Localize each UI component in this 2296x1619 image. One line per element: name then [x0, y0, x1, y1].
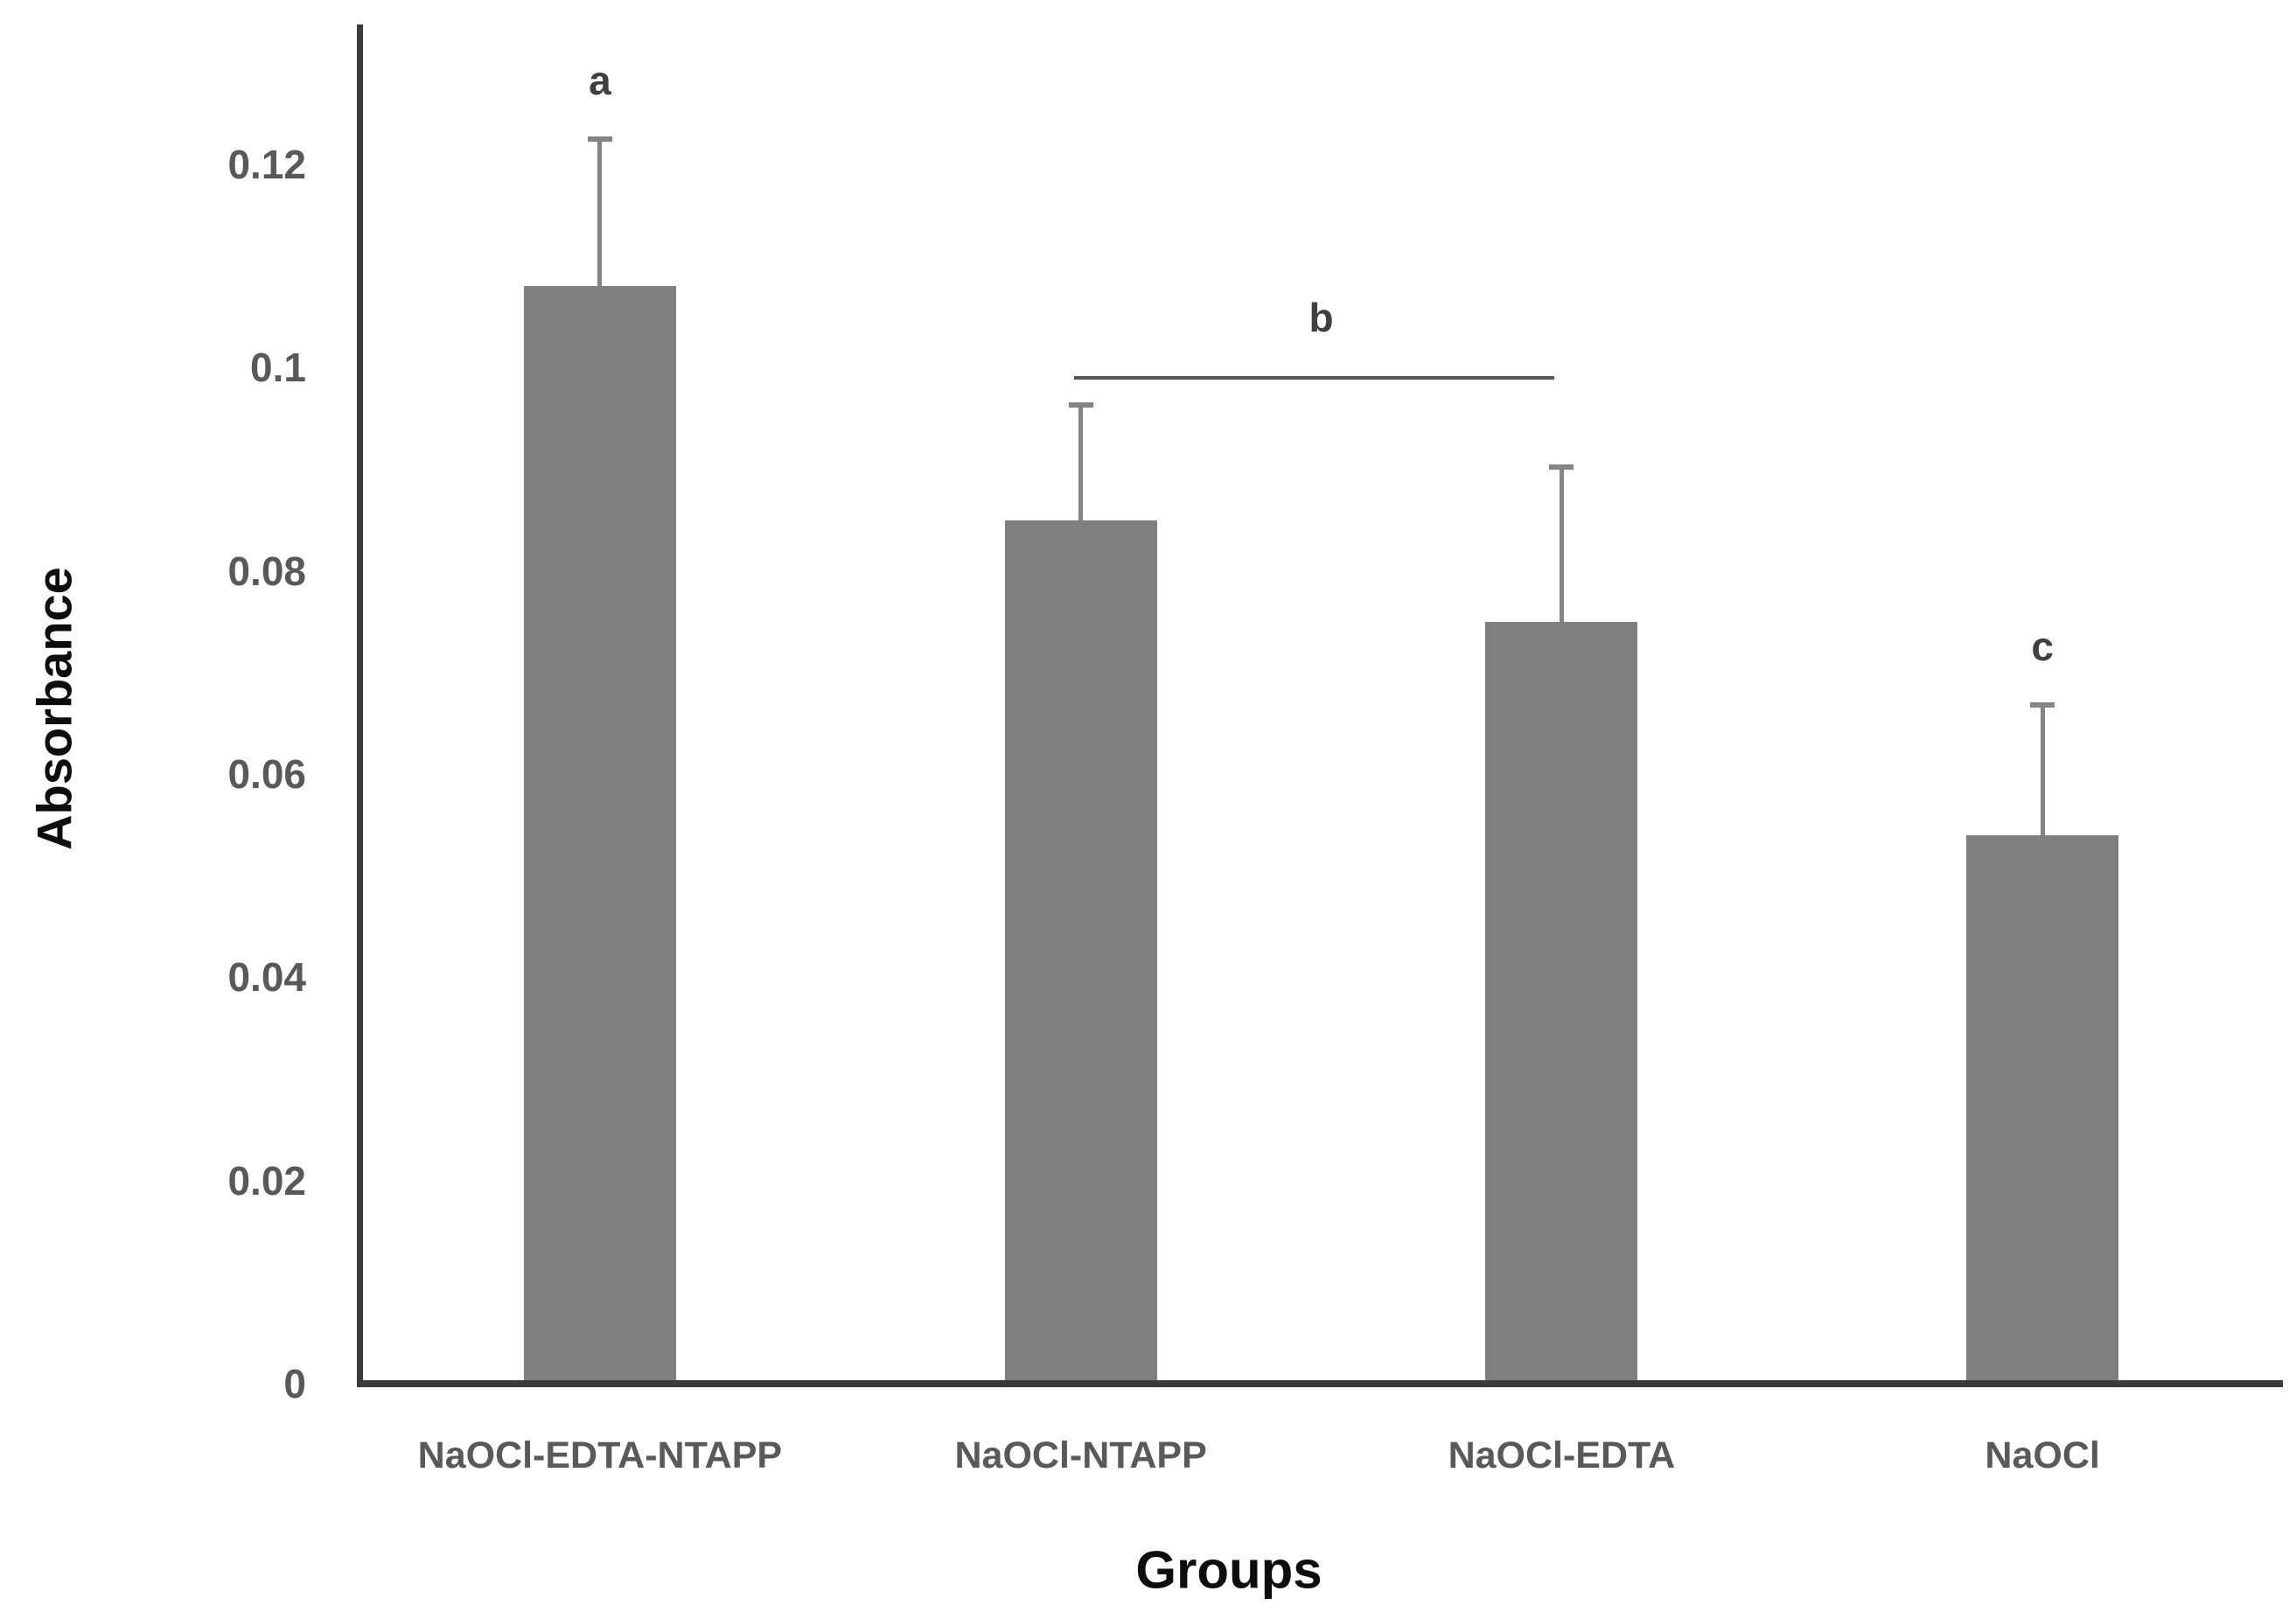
x-category-label: NaOCl-NTAPP — [954, 1434, 1207, 1476]
y-tick-label: 0.04 — [227, 954, 306, 1001]
x-axis-title: Groups — [1135, 1540, 1322, 1600]
bar — [1004, 520, 1157, 1384]
significance-letter: b — [1309, 294, 1334, 340]
error-bar-cap — [2030, 702, 2055, 708]
bar — [1485, 621, 1638, 1384]
significance-bracket-line — [1073, 375, 1555, 380]
significance-letter: a — [589, 57, 611, 103]
bar — [523, 286, 676, 1384]
bar — [1966, 834, 2119, 1384]
y-tick-label: 0.06 — [227, 751, 306, 797]
x-category-label: NaOCl — [1985, 1434, 2100, 1476]
error-bar-cap — [1068, 402, 1093, 408]
y-tick-label: 0.1 — [250, 345, 306, 391]
y-axis-title: Absorbance — [26, 567, 82, 850]
y-tick-label: 0 — [283, 1361, 306, 1406]
error-bar-cap — [587, 136, 612, 142]
error-bar-stem — [2040, 705, 2045, 835]
x-axis-line — [357, 1380, 2283, 1387]
y-tick-label: 0.12 — [227, 142, 306, 187]
x-category-label: NaOCl-EDTA-NTAPP — [417, 1434, 783, 1476]
x-category-label: NaOCl-EDTA — [1448, 1434, 1676, 1476]
error-bar-cap — [1549, 464, 1574, 471]
y-axis-line — [357, 24, 363, 1387]
significance-letter: c — [2031, 624, 2054, 669]
error-bar-stem — [1559, 467, 1564, 622]
error-bar-stem — [597, 138, 603, 287]
y-tick-label: 0.08 — [227, 548, 306, 594]
y-tick-label: 0.02 — [227, 1157, 306, 1204]
error-bar-stem — [1078, 405, 1084, 520]
